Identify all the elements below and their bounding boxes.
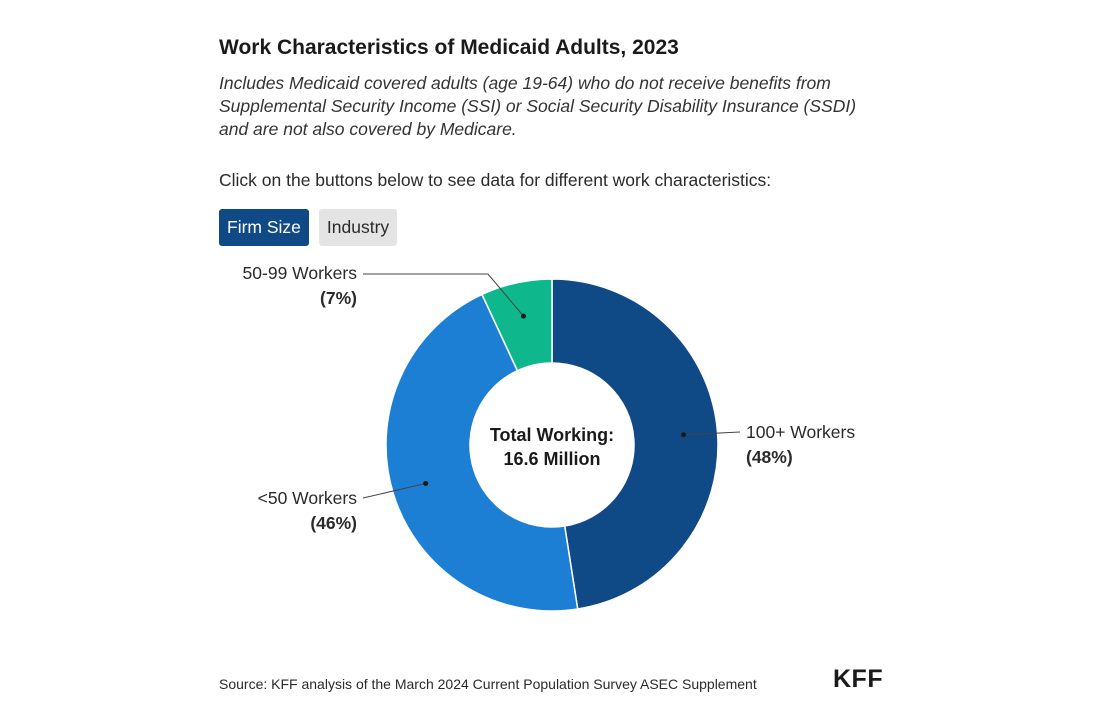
slice-percent-label: (48%) <box>746 447 793 467</box>
slice-lt50-workers <box>385 293 579 612</box>
industry-button[interactable]: Industry <box>318 209 398 246</box>
slice-label: 100+ Workers <box>746 422 855 442</box>
slice-percent-label: (7%) <box>320 288 357 308</box>
instruction-text: Click on the buttons below to see data f… <box>219 170 772 190</box>
leader-line <box>683 431 741 436</box>
leader-dot <box>681 432 687 438</box>
center-label: 16.6 Million <box>503 449 600 469</box>
slice-100plus-workers <box>551 278 719 610</box>
chart-title: Work Characteristics of Medicaid Adults,… <box>219 36 679 59</box>
slice-label: <50 Workers <box>258 488 358 508</box>
leader-line <box>363 273 524 317</box>
chart-subtitle: Includes Medicaid covered adults (age 19… <box>219 73 857 139</box>
leader-line <box>362 482 426 499</box>
leader-dot <box>520 313 526 319</box>
slice-percent-label: (46%) <box>310 513 357 533</box>
slice-label: 50-99 Workers <box>243 263 358 283</box>
header: Work Characteristics of Medicaid Adults,… <box>219 34 889 141</box>
kff-logo: KFF <box>833 665 884 693</box>
slice-50-99-workers <box>480 278 553 372</box>
filter-buttons: Firm Size Industry <box>219 209 398 246</box>
center-label: Total Working: <box>490 425 614 445</box>
source-note: Source: KFF analysis of the March 2024 C… <box>219 676 757 692</box>
leader-dot <box>423 480 429 486</box>
firm-size-button[interactable]: Firm Size <box>219 209 309 246</box>
